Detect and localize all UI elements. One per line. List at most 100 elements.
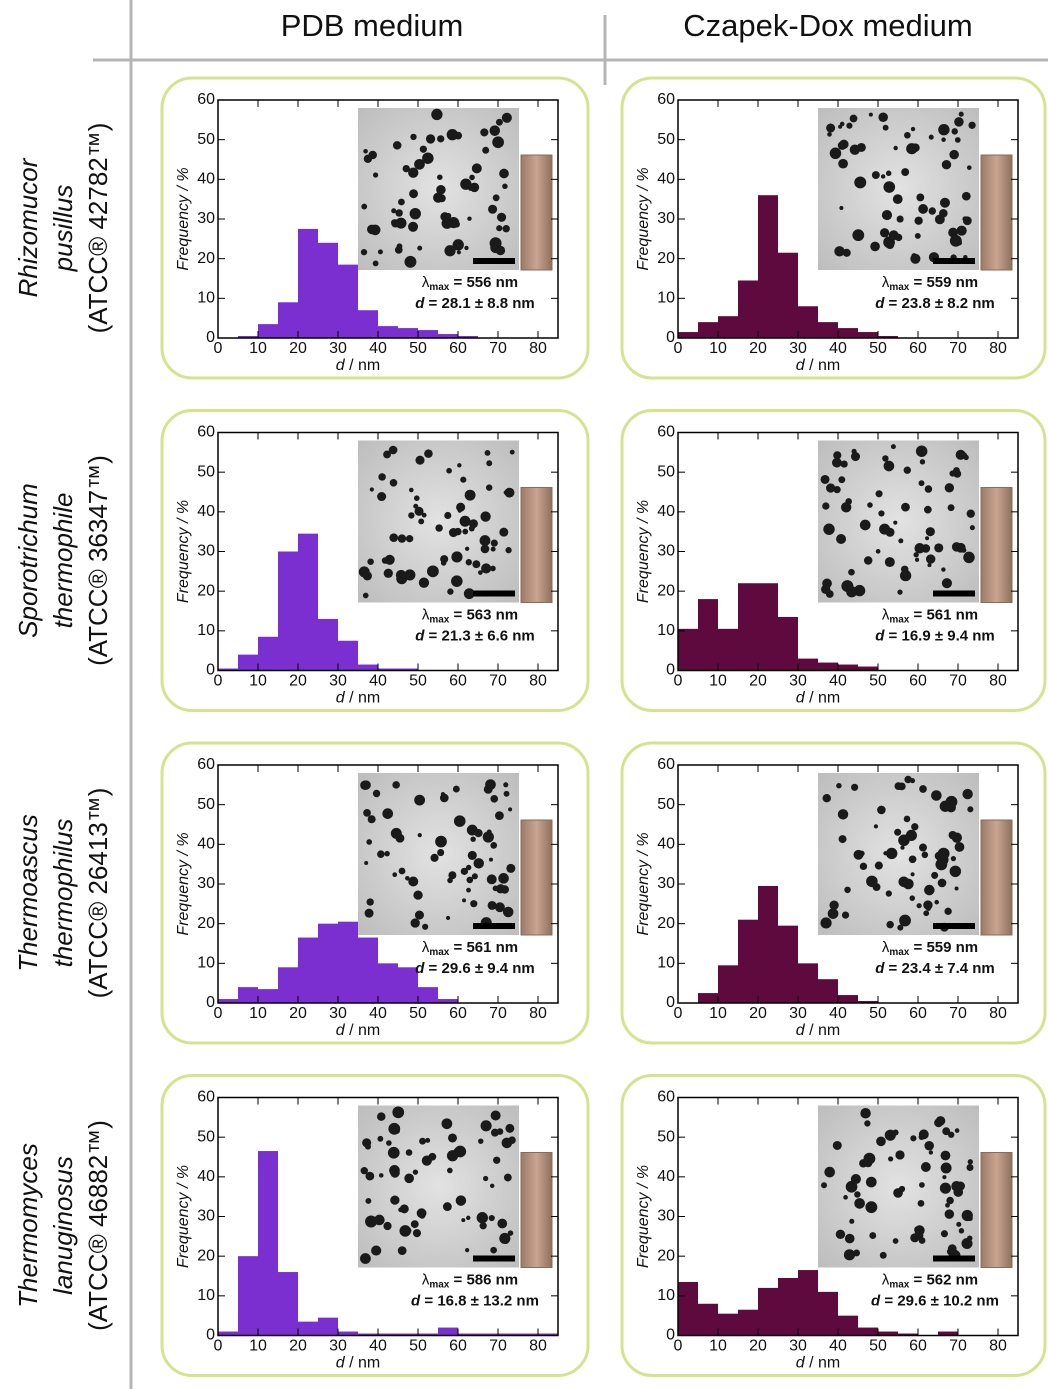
tem-particle xyxy=(910,253,921,264)
tem-particle xyxy=(841,502,852,513)
tem-particle xyxy=(435,524,443,532)
x-tick-label: 20 xyxy=(749,673,767,690)
x-tick-label: 20 xyxy=(289,1005,307,1022)
panel-frame xyxy=(620,1074,1047,1377)
tem-particle xyxy=(463,588,475,600)
x-tick-label: 30 xyxy=(329,1338,347,1355)
tem-particle xyxy=(849,114,858,123)
tem-particle xyxy=(969,525,975,531)
tem-particle xyxy=(497,1218,508,1229)
x-tick-label: 10 xyxy=(709,1005,727,1022)
y-tick-label: 60 xyxy=(197,756,215,773)
tem-particle xyxy=(489,125,501,136)
tem-particle xyxy=(405,534,414,543)
x-axis-symbol: d xyxy=(796,1355,806,1372)
y-tick-label: 40 xyxy=(657,836,675,853)
tem-particle xyxy=(490,841,498,849)
tem-particle xyxy=(495,118,503,126)
y-axis-label: Frequency / % xyxy=(635,500,652,603)
tem-particle xyxy=(362,592,369,599)
row-label: Sporotrichum xyxy=(13,483,43,638)
y-tick-label: 20 xyxy=(197,582,215,599)
histogram-bar xyxy=(358,310,378,338)
tem-particle xyxy=(471,163,482,174)
tem-particle xyxy=(509,449,515,455)
y-tick-label: 50 xyxy=(657,796,675,813)
tem-particle xyxy=(363,154,373,163)
tem-particle xyxy=(394,1111,400,1117)
tem-particle xyxy=(452,785,460,793)
mean-diameter: d = 23.8 ± 8.2 nm xyxy=(875,295,995,312)
tem-particle xyxy=(940,1230,948,1238)
tem-particle xyxy=(893,145,898,151)
x-tick-label: 60 xyxy=(449,1005,467,1022)
x-tick-label: 10 xyxy=(709,673,727,690)
tem-particle xyxy=(884,557,895,568)
tem-particle xyxy=(369,487,374,492)
tem-particle xyxy=(903,466,911,474)
tem-image xyxy=(358,440,519,603)
tem-particle xyxy=(437,849,445,857)
row-label: pusillus xyxy=(48,185,78,273)
tem-particle xyxy=(436,184,446,195)
tem-particle xyxy=(440,560,447,566)
tem-particle xyxy=(859,519,871,531)
tem-particle xyxy=(928,1150,934,1155)
x-tick-label: 80 xyxy=(989,340,1007,357)
scale-bar xyxy=(933,258,975,264)
tem-particle xyxy=(851,783,859,791)
tem-particle xyxy=(487,900,497,910)
y-axis-label: Frequency / % xyxy=(175,500,192,603)
x-axis-unit: / nm xyxy=(805,1022,841,1039)
cuvette xyxy=(980,487,1013,603)
y-tick-label: 20 xyxy=(197,250,215,267)
tem-particle xyxy=(361,780,371,790)
tem-particle xyxy=(914,1225,925,1236)
tem-particle xyxy=(914,232,921,239)
x-tick-label: 70 xyxy=(949,1338,967,1355)
tem-particle xyxy=(490,565,496,572)
tem-particle xyxy=(854,1198,865,1209)
tem-particle xyxy=(424,449,433,458)
d-symbol: d xyxy=(415,295,425,312)
tem-particle xyxy=(918,1129,929,1140)
tem-particle xyxy=(383,450,391,459)
x-tick-label: 20 xyxy=(289,1338,307,1355)
tem-particle xyxy=(468,186,473,191)
tem-particle xyxy=(901,882,907,888)
x-axis-symbol: d xyxy=(336,1355,346,1372)
tem-particle xyxy=(408,512,415,519)
x-axis-label: d / nm xyxy=(336,357,380,374)
tem-particle xyxy=(499,527,509,537)
histogram-bar xyxy=(738,919,758,1003)
y-tick-label: 50 xyxy=(657,1128,675,1145)
histogram-bar xyxy=(238,654,258,671)
x-axis-symbol: d xyxy=(336,1022,346,1039)
x-tick-label: 60 xyxy=(909,1338,927,1355)
x-tick-label: 10 xyxy=(709,340,727,357)
tem-particle xyxy=(824,1166,835,1178)
x-axis-unit: / nm xyxy=(805,690,841,707)
tem-particle xyxy=(914,216,923,225)
tem-particle xyxy=(447,217,460,229)
tem-particle xyxy=(915,557,920,562)
cuvette xyxy=(520,1152,553,1268)
tem-particle xyxy=(904,775,912,784)
tem-particle xyxy=(843,1249,856,1261)
tem-particle xyxy=(866,875,878,888)
tem-particle xyxy=(382,808,394,819)
histogram-bar xyxy=(258,1151,278,1336)
tem-particle xyxy=(478,1138,484,1144)
tem-particle xyxy=(834,246,845,257)
tem-particle xyxy=(490,795,499,803)
lambda-symbol: λ xyxy=(882,939,890,956)
tem-particle xyxy=(935,858,948,871)
cuvette xyxy=(980,819,1013,936)
x-tick-label: 70 xyxy=(489,1338,507,1355)
tem-particle xyxy=(918,204,929,214)
panel-frame xyxy=(160,76,590,380)
tem-particle xyxy=(492,136,504,149)
tem-particle xyxy=(928,134,934,140)
x-tick-label: 40 xyxy=(369,1005,387,1022)
tem-particle xyxy=(934,214,945,225)
